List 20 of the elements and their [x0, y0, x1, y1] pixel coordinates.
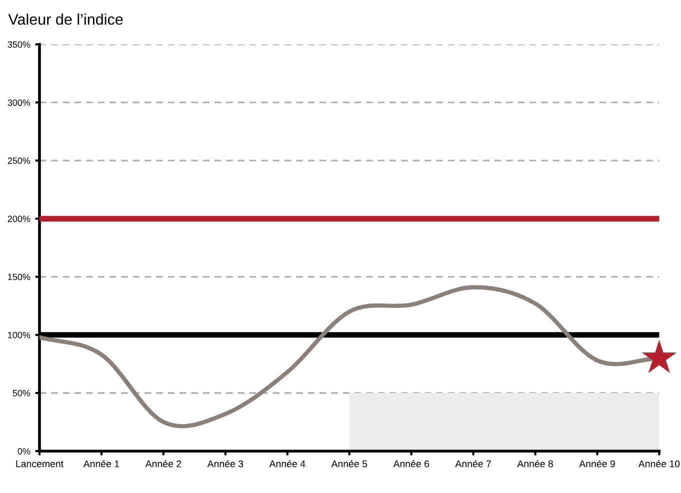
y-tick-label: 100%: [8, 332, 30, 338]
y-tick-label: 50%: [12, 390, 30, 396]
x-tick-label: Année 5: [331, 460, 368, 468]
x-tick-label: Année 4: [269, 460, 306, 468]
x-tick-label: Année 1: [83, 460, 120, 468]
x-tick-label: Année 3: [207, 460, 244, 468]
y-tick-label: 200%: [8, 216, 30, 222]
chart-title: Valeur de l’indice: [8, 14, 123, 25]
y-tick-label: 150%: [8, 274, 30, 280]
x-tick-label: Année 2: [145, 460, 182, 468]
x-tick-label: Année 8: [517, 460, 553, 468]
x-tick-label: Année 9: [579, 460, 615, 468]
x-tick-label: Année 7: [455, 460, 491, 468]
y-tick-label: 300%: [8, 99, 30, 106]
x-tick-label: Lancement: [16, 460, 64, 468]
y-tick-label: 250%: [8, 158, 30, 164]
y-tick-label: 0%: [18, 448, 30, 454]
x-tick-label: Année 6: [393, 460, 430, 468]
y-tick-label: 350%: [8, 41, 30, 48]
x-tick-label: Année 10: [638, 460, 680, 468]
